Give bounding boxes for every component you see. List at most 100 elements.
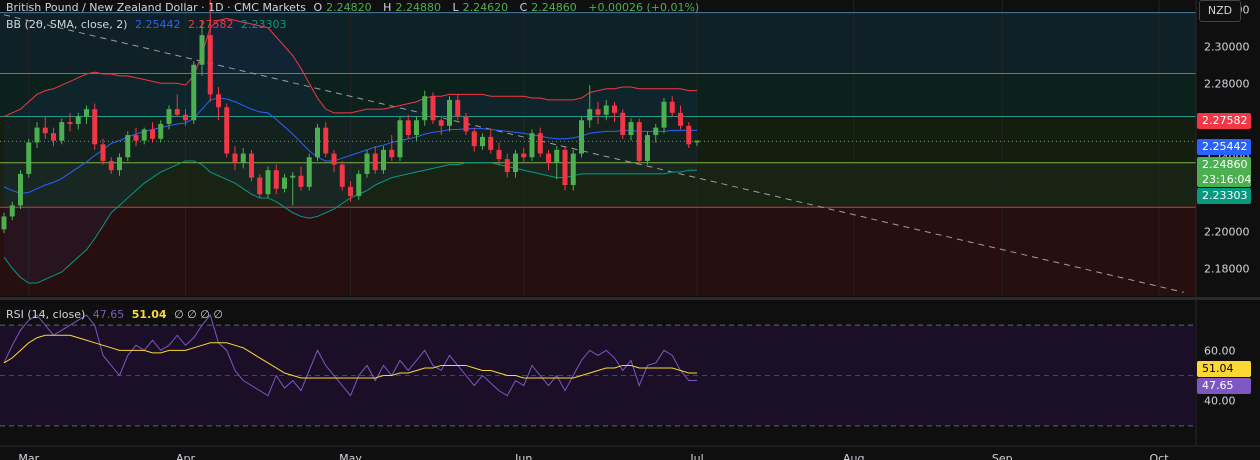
candle-body: [455, 99, 461, 117]
close-value: 2.24860: [531, 1, 577, 14]
candle-body: [108, 160, 114, 171]
bollinger-lower-value: 2.23303: [240, 18, 287, 31]
candle-body: [447, 99, 452, 126]
candle-body: [183, 114, 188, 121]
candle-body: [339, 164, 345, 187]
candle-body: [117, 157, 122, 171]
bollinger-fill-area: [4, 18, 697, 284]
price-tick-label: 2.20000: [1204, 225, 1250, 238]
candle-body: [405, 120, 411, 136]
rsi-extra-values: ∅ ∅ ∅ ∅: [174, 308, 223, 321]
bollinger-basis-value: 2.25442: [134, 18, 181, 31]
candle-body: [224, 107, 230, 154]
lower-band-tag: 2.23303: [1197, 188, 1251, 204]
low-label: L: [452, 1, 459, 14]
bollinger-legend: BB (20, SMA, close, 2) 2.25442 2.27582 2…: [6, 18, 290, 31]
candle-body: [306, 157, 312, 187]
time-tick-label: Aug: [843, 452, 864, 460]
candle-body: [75, 116, 81, 124]
symbol-title[interactable]: British Pound / New Zealand Dollar · 1D …: [6, 1, 306, 14]
candle-body: [537, 133, 543, 154]
candle-body: [471, 131, 477, 147]
rsi-ma-value: 51.04: [131, 308, 167, 321]
candle-body: [100, 144, 106, 161]
candle-body: [9, 205, 15, 217]
candle-body: [273, 170, 279, 189]
candle-body: [438, 120, 444, 126]
candle-body: [240, 153, 246, 163]
currency-badge[interactable]: NZD: [1199, 0, 1241, 22]
bollinger-fill: [4, 18, 697, 284]
rsi-pane-background: [0, 297, 1260, 427]
candle-body: [207, 35, 213, 95]
candle-body: [414, 120, 419, 136]
time-axis[interactable]: Mar Apr May Jun Jul Aug Sep Oct: [0, 445, 1260, 460]
rsi-line: [3, 314, 697, 397]
candle-body: [504, 159, 510, 173]
rsi-ma-tag: 51.04: [1197, 361, 1251, 377]
candle-body: [1, 216, 7, 230]
candle-body: [125, 135, 131, 158]
candle-body: [496, 149, 502, 160]
candle-body: [323, 127, 329, 154]
candle-body: [356, 173, 362, 197]
time-tick-label: May: [339, 452, 362, 460]
candle-body: [595, 109, 601, 115]
candle-body: [669, 101, 675, 113]
level-zone: [0, 116, 1196, 163]
low-value: 2.24620: [462, 1, 509, 14]
candle-body: [174, 109, 180, 115]
candle-body: [26, 142, 32, 174]
candle-body: [34, 127, 40, 143]
candle-body: [521, 153, 527, 158]
change-value: +0.00026 (+0.01%): [588, 1, 700, 14]
time-tick-label: Sep: [992, 452, 1013, 460]
candle-body: [678, 112, 683, 126]
candle-body: [84, 109, 89, 117]
bollinger-title[interactable]: BB (20, SMA, close, 2): [6, 18, 128, 31]
time-tick-label: Jun: [514, 452, 532, 460]
rsi-axis[interactable]: 40.00 60.00: [1204, 344, 1236, 407]
price-tick-label: 2.30000: [1204, 40, 1250, 53]
horizontal-levels: [0, 12, 1196, 208]
candle-body: [348, 186, 353, 197]
candle-body: [645, 135, 650, 161]
pane-separator: [0, 297, 1260, 300]
level-zone: [0, 12, 1196, 74]
high-label: H: [383, 1, 392, 14]
last-price-tag: 2.24860 23:16:04: [1197, 157, 1251, 187]
candle-body: [216, 94, 221, 108]
bollinger-upper-value: 2.27582: [187, 18, 234, 31]
candle-body: [290, 175, 296, 178]
candle-body: [628, 122, 634, 136]
candle-body: [389, 149, 395, 158]
candle-body: [686, 125, 692, 145]
rsi-title[interactable]: RSI (14, close): [6, 308, 86, 321]
candle-body: [59, 122, 65, 141]
candle-body: [141, 129, 147, 141]
candle-body: [554, 149, 560, 163]
candle-body: [636, 122, 642, 161]
open-value: 2.24820: [326, 1, 372, 14]
candle-body: [372, 153, 378, 171]
candle-body: [620, 112, 626, 136]
candle-body: [587, 109, 593, 121]
level-zone: [0, 162, 1196, 208]
high-value: 2.24880: [395, 1, 441, 14]
price-tick-label: 2.28000: [1204, 77, 1250, 90]
candle-body: [546, 153, 551, 163]
bar-countdown: 23:16:04: [1202, 173, 1252, 186]
candle-body: [158, 123, 164, 139]
candle-body: [265, 170, 271, 195]
rsi-tag: 47.65: [1197, 378, 1251, 394]
main-pane-background: [0, 12, 1196, 296]
price-tick-label: 2.18000: [1204, 262, 1250, 275]
candle-body: [529, 133, 535, 158]
candle-body: [42, 127, 48, 134]
candle-body: [51, 133, 56, 141]
candle-body: [133, 135, 139, 141]
time-tick-label: Jul: [689, 452, 703, 460]
candle-body: [661, 101, 667, 128]
candle-body: [364, 153, 370, 174]
